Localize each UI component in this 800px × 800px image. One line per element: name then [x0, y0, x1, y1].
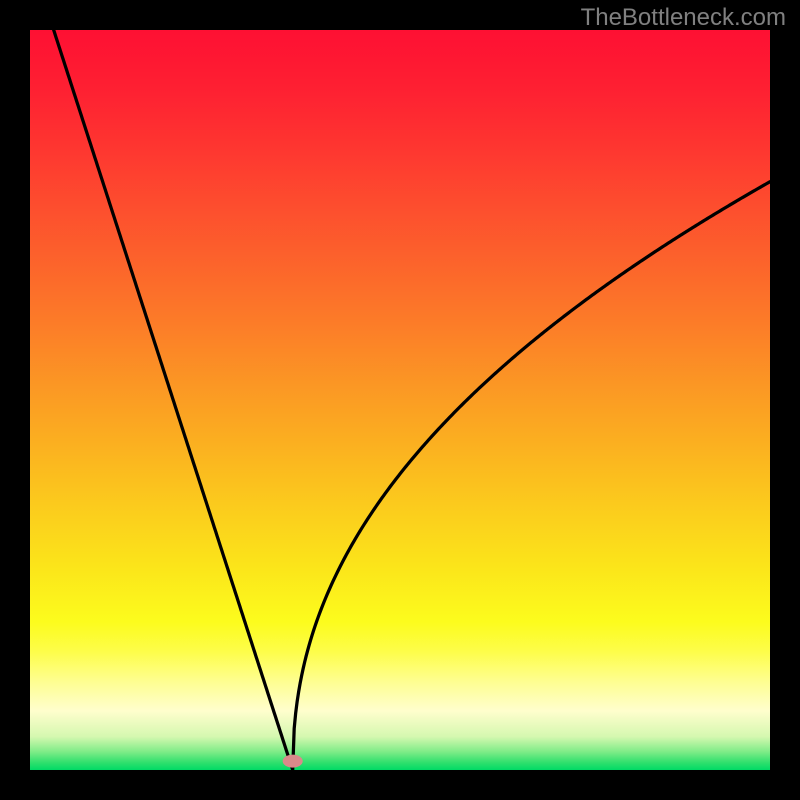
optimum-marker [283, 755, 303, 768]
chart-svg [0, 0, 800, 800]
watermark-text: TheBottleneck.com [581, 4, 786, 32]
plot-gradient-background [30, 30, 770, 770]
chart-stage: TheBottleneck.com [0, 0, 800, 800]
